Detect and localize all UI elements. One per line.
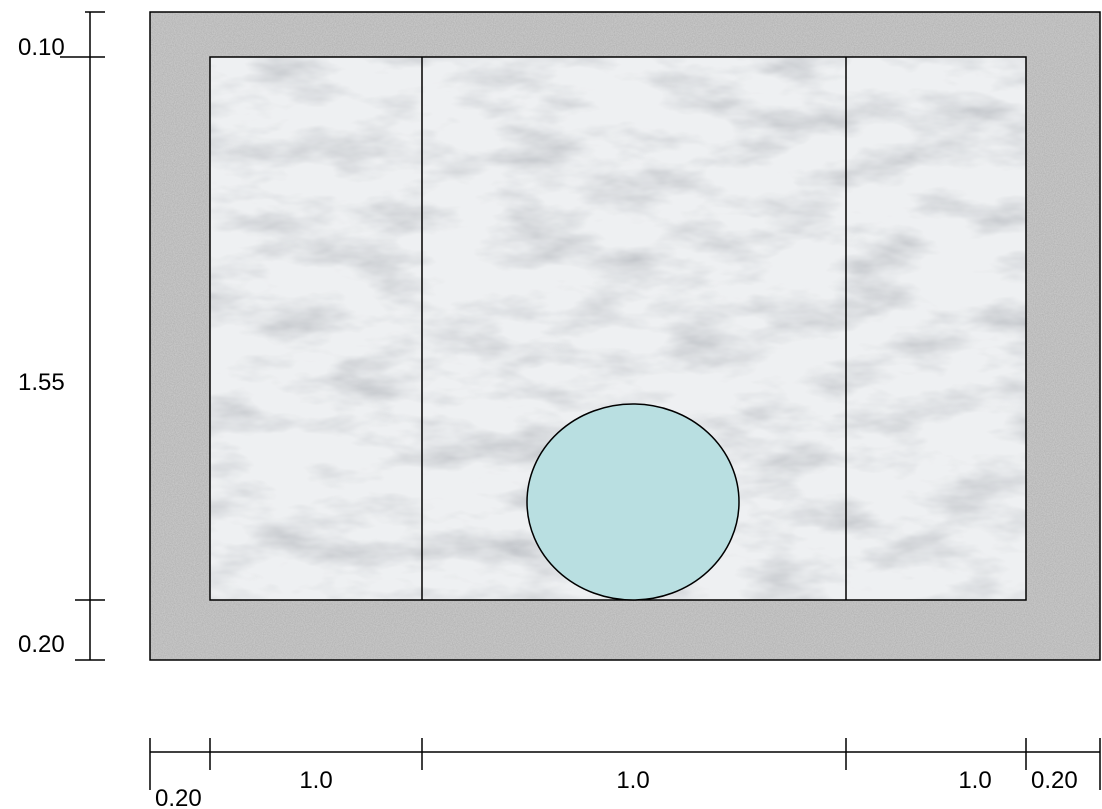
dimension-label: 1.55 <box>18 369 65 396</box>
dimension-label: 0.20 <box>18 631 65 658</box>
dimension-label: 0.20 <box>155 785 202 809</box>
dimension-label: 1.0 <box>616 767 649 794</box>
vertical-dimension <box>60 12 105 660</box>
dimension-label: 0.20 <box>1031 767 1078 794</box>
dimension-label: 1.0 <box>958 767 991 794</box>
dimension-label: 0.10 <box>18 34 65 61</box>
basin <box>527 404 739 600</box>
diagram: 0.10 1.55 0.20 0.20 1.0 1.0 1.0 0.20 <box>0 0 1102 809</box>
dimension-label: 1.0 <box>299 767 332 794</box>
